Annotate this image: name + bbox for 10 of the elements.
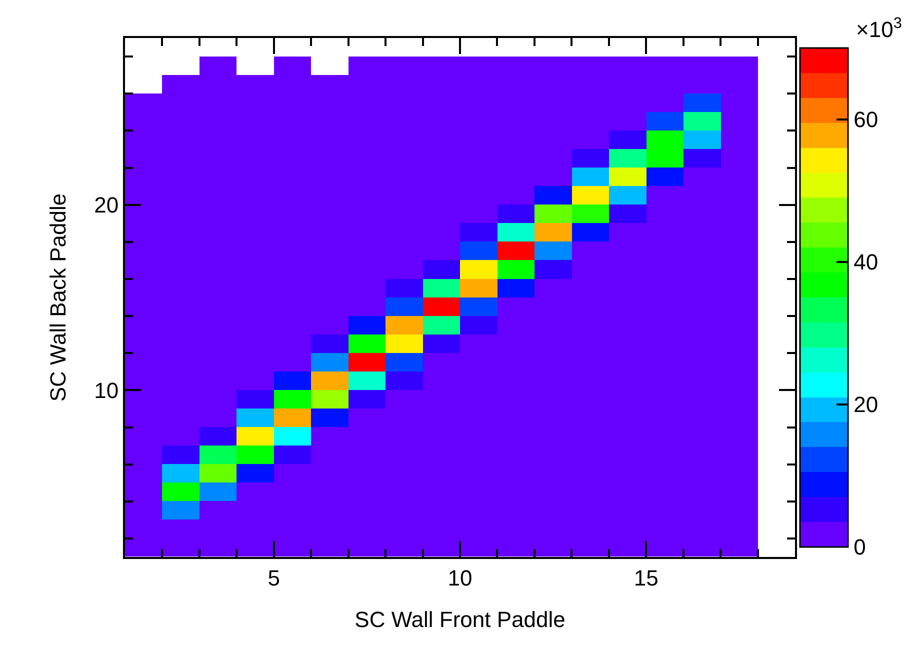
text: ×10$^{3}$ [856, 15, 902, 42]
x-axis-title: SC Wall Front Paddle [354, 606, 566, 632]
color-bar-label: 0 [854, 534, 866, 560]
color-bar-label: 40 [854, 250, 878, 275]
x-tick-label: 15 [634, 565, 658, 590]
x-tick-label: 10 [448, 565, 472, 590]
color-bar-label: 20 [854, 392, 878, 418]
y-axis-title: SC Wall Back Paddle [45, 193, 70, 402]
color-bar-label: 60 [854, 106, 878, 132]
x-tick-label: 5 [268, 565, 280, 590]
